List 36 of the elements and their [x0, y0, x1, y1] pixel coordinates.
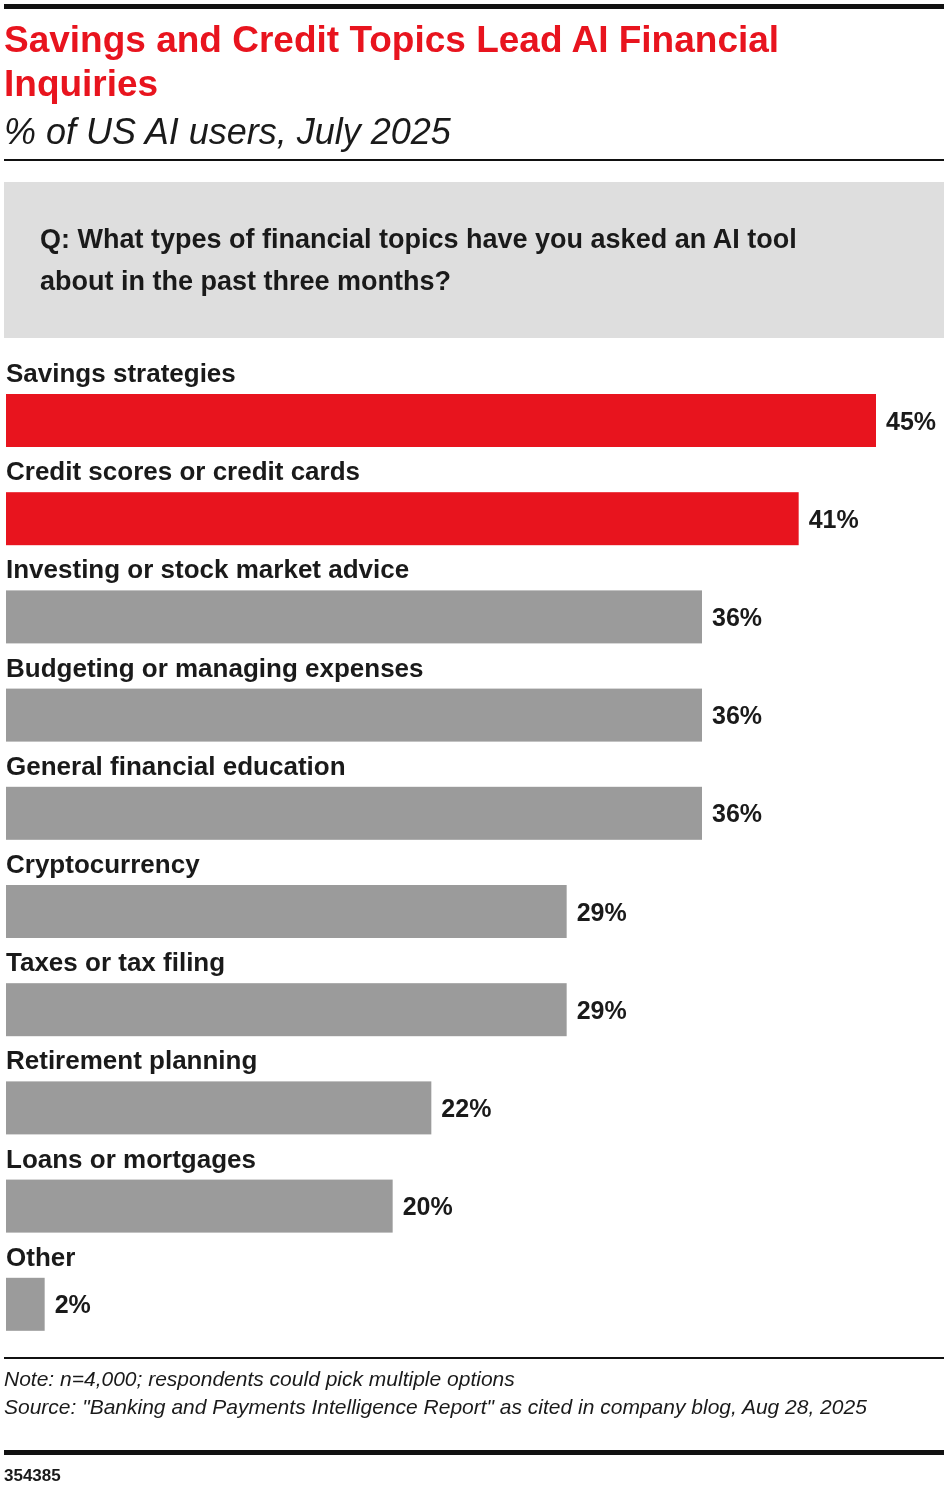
- y-tick-label: Cryptocurrency: [6, 849, 201, 879]
- data-label: 22%: [441, 1093, 492, 1122]
- data-label: 45%: [886, 406, 937, 435]
- bar: [6, 786, 702, 840]
- bar: [6, 983, 567, 1037]
- data-label: 2%: [54, 1290, 91, 1319]
- bar: [6, 1179, 393, 1233]
- data-label: 20%: [402, 1192, 453, 1221]
- chart-title: Savings and Credit Topics Lead AI Financial Inquiries: [4, 19, 780, 104]
- bar: [6, 492, 799, 546]
- data-label: 36%: [712, 701, 763, 730]
- text: 354385: [4, 1466, 61, 1485]
- data-label: 29%: [576, 897, 627, 926]
- data-label: 29%: [576, 995, 627, 1024]
- y-tick-label: General financial education: [6, 750, 346, 781]
- bar: [6, 885, 567, 938]
- y-tick-label: Credit scores or credit cards: [6, 456, 361, 487]
- y-tick-label: Budgeting or managing expenses: [6, 652, 424, 683]
- data-label: 36%: [712, 799, 763, 828]
- bar: [6, 688, 702, 742]
- y-tick-label: Retirement planning: [6, 1045, 258, 1076]
- text: Note: n=4,000; respondents could pick multiple options: [4, 1367, 516, 1390]
- bar: [6, 394, 876, 447]
- bar: [6, 1277, 45, 1331]
- text: Q: What types of financial topics have you asked an AI tool about in the past three months?: [40, 224, 797, 296]
- y-tick-label: Other: [6, 1241, 76, 1272]
- source-note: Source: "Banking and Payments Intelligence Report" as cited in company blog, Aug 28, 2025: [4, 1395, 868, 1418]
- data-label: 36%: [712, 602, 763, 631]
- y-tick-label: Taxes or tax filing: [6, 947, 226, 978]
- data-label: 41%: [808, 504, 859, 533]
- chart-subtitle: % of US AI users, July 2025: [4, 111, 452, 152]
- y-tick-label: Savings strategies: [6, 358, 236, 388]
- y-tick-label: Loans or mortgages: [6, 1143, 256, 1174]
- bar: [6, 1081, 432, 1135]
- bar: [6, 590, 702, 644]
- y-tick-label: Investing or stock market advice: [6, 554, 410, 585]
